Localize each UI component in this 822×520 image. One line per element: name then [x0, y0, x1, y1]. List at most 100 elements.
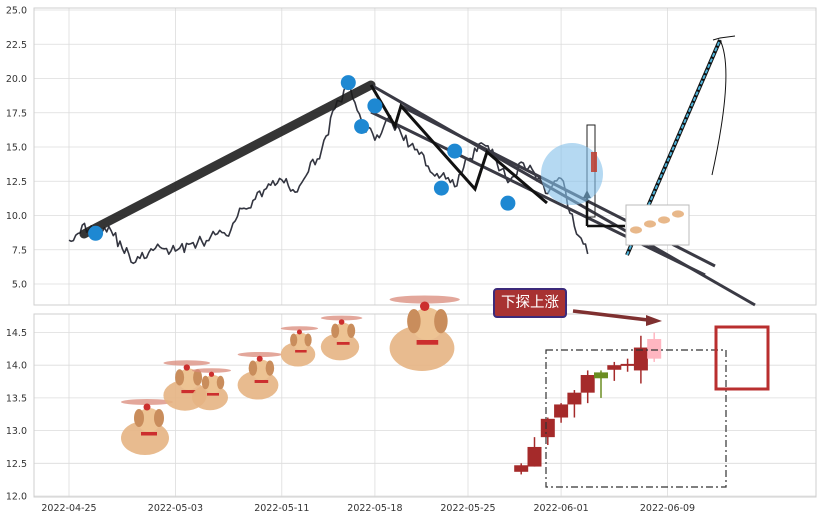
pivot-point — [500, 195, 516, 211]
puppy-propeller — [121, 399, 173, 405]
y-tick-label: 13.0 — [6, 426, 27, 437]
inset-puppy — [658, 216, 670, 224]
puppy-ear — [134, 409, 144, 427]
puppy-body — [121, 421, 169, 455]
y-tick-label: 14.5 — [6, 328, 27, 339]
y-tick-label: 15.0 — [6, 143, 27, 154]
candle-body — [567, 392, 582, 405]
y-tick-label: 17.5 — [6, 108, 27, 119]
price-line — [68, 84, 589, 265]
puppy-propeller — [280, 326, 319, 331]
y-tick-label: 13.5 — [6, 393, 27, 404]
puppy-cap — [419, 301, 430, 311]
x-tick-label: 2022-05-25 — [440, 503, 495, 514]
top-panel — [34, 8, 816, 305]
annotation-arrow — [572, 309, 649, 322]
puppy-ear — [248, 360, 258, 376]
forecast-tip — [712, 35, 736, 41]
puppy-ear — [216, 375, 225, 390]
puppy-ear — [347, 323, 356, 338]
puppy-cap — [143, 403, 151, 411]
puppy-collar — [295, 350, 307, 353]
puppy-ear — [304, 333, 312, 347]
puppy-ear — [434, 308, 448, 334]
candle-body — [633, 347, 648, 371]
highlight-bubble — [541, 143, 603, 205]
puppy-ear — [331, 323, 340, 338]
puppy-body — [237, 370, 279, 400]
puppy-collar — [416, 340, 439, 345]
x-tick-label: 2022-05-18 — [347, 503, 402, 514]
candle-body — [620, 363, 635, 366]
puppy-collar — [181, 390, 196, 394]
puppy-cap — [296, 329, 302, 335]
pivot-point — [447, 143, 463, 159]
pivot-point — [367, 98, 383, 114]
puppy-propeller — [192, 368, 231, 373]
annotation-label: 下探上涨 — [493, 288, 567, 318]
puppy-ear — [290, 333, 298, 347]
puppy-sticker — [280, 326, 319, 367]
y-tick-label: 10.0 — [6, 211, 27, 222]
pivot-point — [340, 75, 356, 91]
y-tick-label: 22.5 — [6, 40, 27, 51]
puppy-body — [320, 333, 360, 361]
candle-body — [594, 372, 608, 379]
puppy-sticker — [320, 315, 363, 361]
highlight-box — [714, 325, 770, 391]
dashdot-box — [545, 349, 727, 488]
puppy-ear — [175, 369, 185, 386]
y-tick-label: 12.0 — [6, 492, 27, 503]
puppy-collar — [141, 432, 157, 436]
puppy-body — [192, 384, 228, 411]
candle-body — [527, 446, 542, 467]
candle-body — [540, 418, 555, 438]
puppy-propeller — [389, 295, 460, 304]
puppy-ear — [265, 360, 275, 376]
annotation-arrow-head — [646, 315, 662, 326]
puppy-cap — [183, 364, 190, 371]
puppy-propeller — [237, 351, 282, 358]
inset-puppy — [672, 210, 684, 218]
candle-body — [580, 375, 595, 393]
puppy-sticker — [121, 399, 173, 455]
y-tick-label: 14.0 — [6, 361, 27, 372]
puppy-ear — [154, 409, 164, 427]
puppy-collar — [207, 393, 219, 396]
puppy-propeller — [320, 315, 363, 321]
puppy-collar — [336, 342, 350, 345]
candle-body — [607, 365, 622, 370]
candle-body — [554, 404, 569, 418]
puppy-ear — [201, 375, 210, 390]
y-tick-label: 7.5 — [12, 245, 27, 256]
puppy-collar — [254, 380, 269, 383]
puppy-propeller — [163, 360, 211, 366]
y-tick-label: 12.5 — [6, 177, 27, 188]
pivot-point — [433, 180, 449, 196]
puppy-ear — [407, 308, 421, 334]
candle-body — [514, 465, 529, 472]
x-tick-label: 2022-04-25 — [41, 503, 96, 514]
inset-puppy — [630, 226, 642, 234]
puppy-body — [280, 342, 316, 367]
candle-body — [647, 339, 662, 359]
puppy-cap — [256, 355, 263, 362]
forecast-arc — [711, 39, 727, 176]
y-tick-label: 25.0 — [6, 6, 27, 17]
x-tick-label: 2022-06-09 — [640, 503, 695, 514]
puppy-sticker — [192, 368, 231, 411]
pivot-point — [88, 225, 104, 241]
y-tick-label: 5.0 — [12, 280, 27, 291]
puppy-sticker — [389, 295, 460, 372]
puppy-ear — [193, 369, 203, 386]
x-tick-label: 2022-05-03 — [148, 503, 203, 514]
bubble-bar — [591, 152, 597, 172]
y-tick-label: 20.0 — [6, 74, 27, 85]
y-tick-label: 12.5 — [6, 459, 27, 470]
puppy-cap — [338, 319, 345, 325]
pivot-point — [354, 118, 370, 134]
puppy-body — [389, 325, 455, 372]
inset-puppy — [644, 220, 656, 228]
